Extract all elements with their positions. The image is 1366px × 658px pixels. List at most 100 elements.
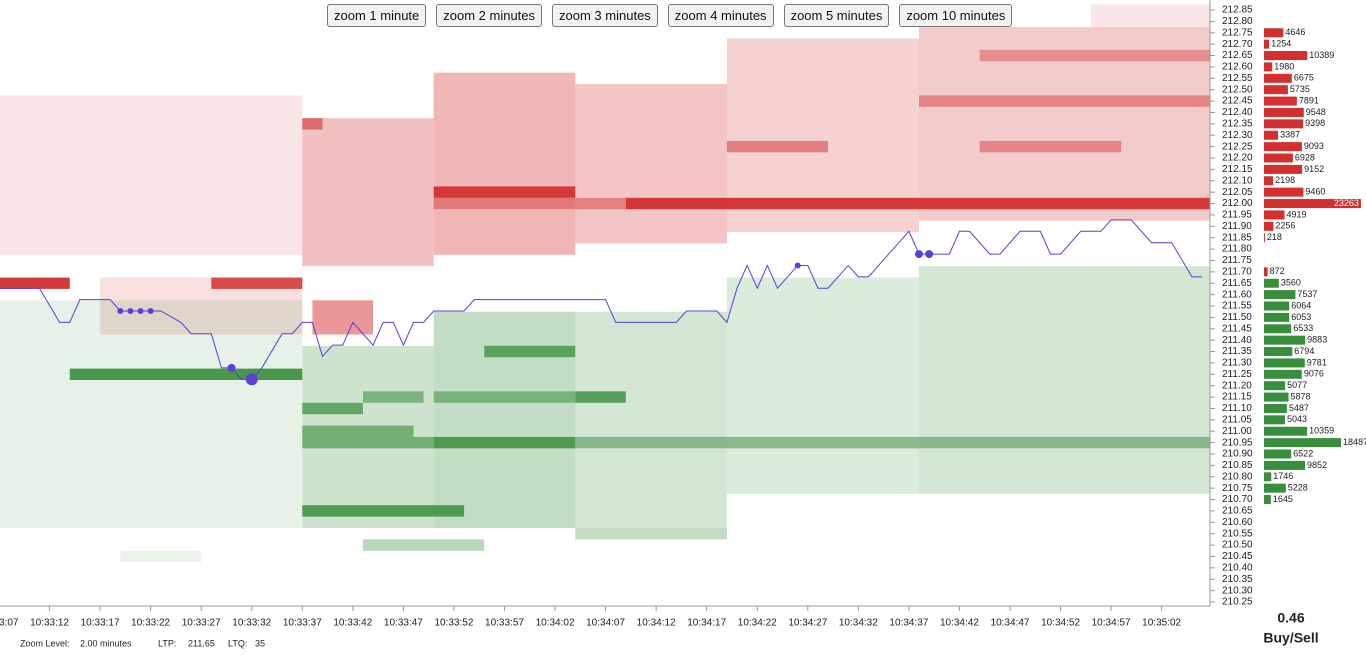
x-tick-label: 10:33:22 bbox=[131, 618, 170, 629]
bid-heat-cell bbox=[484, 345, 576, 358]
x-tick-label: 10:33:52 bbox=[434, 618, 473, 629]
book-value: 2198 bbox=[1275, 175, 1295, 185]
x-tick-label: 10:33:07 bbox=[0, 618, 19, 629]
x-tick-label: 10:34:37 bbox=[889, 618, 928, 629]
book-value: 9852 bbox=[1307, 460, 1327, 470]
ask-book-bar bbox=[1264, 221, 1274, 231]
ask-book-bar bbox=[1264, 267, 1268, 277]
zoom-buttons: zoom 1 minute zoom 2 minutes zoom 3 minute… bbox=[327, 4, 1013, 27]
y-tick-label: 210.45 bbox=[1222, 551, 1253, 562]
zoom-button[interactable]: zoom 10 minutes bbox=[899, 4, 1013, 27]
book-value: 10359 bbox=[1309, 426, 1334, 436]
y-tick-label: 210.90 bbox=[1222, 449, 1253, 460]
x-tick-label: 10:33:57 bbox=[485, 618, 524, 629]
x-tick-label: 10:34:27 bbox=[788, 618, 827, 629]
bid-book-bar bbox=[1264, 290, 1296, 300]
book-value: 6522 bbox=[1293, 448, 1313, 458]
x-tick-label: 10:33:47 bbox=[384, 618, 423, 629]
y-tick-label: 212.25 bbox=[1222, 141, 1253, 152]
y-tick-label: 212.75 bbox=[1222, 27, 1253, 38]
y-tick-label: 212.00 bbox=[1222, 198, 1253, 209]
y-tick-label: 210.30 bbox=[1222, 585, 1253, 596]
ltq-value: 35 bbox=[255, 638, 265, 648]
trade-dot bbox=[147, 308, 154, 314]
ask-book-bar bbox=[1264, 164, 1303, 174]
zoom-button[interactable]: zoom 4 minutes bbox=[667, 4, 774, 27]
book-value: 9460 bbox=[1305, 187, 1325, 197]
bid-heat-cell bbox=[433, 436, 576, 449]
x-tick-label: 10:33:27 bbox=[182, 618, 221, 629]
bid-book-bar bbox=[1264, 438, 1342, 448]
ask-heat-cell bbox=[211, 277, 303, 289]
book-value: 218 bbox=[1267, 232, 1282, 242]
ask-book-bar bbox=[1264, 107, 1304, 117]
y-tick-label: 212.35 bbox=[1222, 118, 1253, 129]
ask-book-bar bbox=[1264, 39, 1270, 49]
y-tick-label: 211.75 bbox=[1222, 255, 1252, 266]
x-tick-label: 10:33:17 bbox=[81, 618, 120, 629]
y-tick-label: 211.80 bbox=[1222, 244, 1252, 255]
bid-book-bar bbox=[1264, 301, 1290, 311]
y-tick-label: 210.35 bbox=[1222, 574, 1253, 585]
bid-heat-cell bbox=[575, 311, 727, 528]
zoom-button[interactable]: zoom 1 minute bbox=[327, 4, 427, 27]
ask-heat-cell bbox=[302, 118, 434, 267]
ask-book-bar bbox=[1264, 233, 1265, 243]
bid-book-bar bbox=[1264, 415, 1286, 425]
y-tick-label: 212.20 bbox=[1222, 153, 1253, 164]
y-tick-label: 211.60 bbox=[1222, 289, 1252, 300]
ltp-line bbox=[0, 219, 1203, 380]
ask-heat-cell bbox=[726, 140, 829, 153]
book-value: 9076 bbox=[1304, 369, 1324, 379]
ask-heat-cell bbox=[312, 300, 374, 335]
bid-book-bar bbox=[1264, 495, 1271, 505]
x-tick-label: 10:33:12 bbox=[30, 618, 69, 629]
bid-heat-cell bbox=[362, 539, 485, 551]
book-value: 5043 bbox=[1287, 414, 1307, 424]
book-value: 6675 bbox=[1294, 73, 1314, 83]
ask-heat-cell bbox=[433, 72, 576, 255]
y-tick-label: 211.90 bbox=[1222, 221, 1252, 232]
bid-book-bar bbox=[1264, 483, 1286, 493]
trade-dot bbox=[794, 262, 801, 269]
y-tick-label: 211.85 bbox=[1222, 232, 1252, 243]
book-value: 1980 bbox=[1274, 61, 1294, 71]
zoom-button[interactable]: zoom 2 minutes bbox=[436, 4, 543, 27]
trade-dot bbox=[227, 363, 236, 372]
y-tick-label: 210.65 bbox=[1222, 506, 1253, 517]
ask-heat-cell bbox=[1090, 4, 1210, 28]
bid-heat-cell bbox=[302, 436, 434, 449]
zoom-button[interactable]: zoom 3 minutes bbox=[552, 4, 658, 27]
book-value: 4919 bbox=[1286, 209, 1306, 219]
ask-heat-cell bbox=[575, 84, 727, 244]
book-value: 9093 bbox=[1304, 141, 1324, 151]
bid-heat-cell bbox=[433, 311, 576, 528]
ask-heat-cell bbox=[0, 277, 70, 289]
bid-heat-cell bbox=[302, 505, 465, 517]
book-value: 10389 bbox=[1309, 50, 1334, 60]
book-value: 9398 bbox=[1305, 118, 1325, 128]
y-tick-label: 211.40 bbox=[1222, 335, 1252, 346]
y-tick-label: 211.25 bbox=[1222, 369, 1252, 380]
trade-dot bbox=[915, 250, 924, 259]
ltp-label: LTP: bbox=[158, 638, 176, 648]
bid-book-bar bbox=[1264, 426, 1308, 436]
book-value: 18487 bbox=[1343, 437, 1366, 447]
y-tick-label: 210.80 bbox=[1222, 471, 1253, 482]
trade-dot bbox=[925, 250, 934, 259]
book-value: 6064 bbox=[1291, 300, 1311, 310]
ask-heat-cell bbox=[625, 197, 1210, 210]
x-tick-label: 10:34:57 bbox=[1092, 618, 1131, 629]
y-tick-label: 210.70 bbox=[1222, 494, 1253, 505]
y-tick-label: 212.40 bbox=[1222, 107, 1253, 118]
bid-book-bar bbox=[1264, 278, 1279, 288]
book-value: 2256 bbox=[1275, 221, 1295, 231]
book-value: 5878 bbox=[1290, 391, 1310, 401]
ltp-value: 211.65 bbox=[188, 638, 215, 648]
book-value: 5487 bbox=[1289, 403, 1309, 413]
y-tick-label: 212.30 bbox=[1222, 130, 1253, 141]
ask-heat-cell bbox=[433, 186, 576, 198]
y-tick-label: 211.15 bbox=[1222, 392, 1252, 403]
bid-heat-cell bbox=[575, 391, 626, 403]
zoom-button[interactable]: zoom 5 minutes bbox=[783, 4, 890, 27]
